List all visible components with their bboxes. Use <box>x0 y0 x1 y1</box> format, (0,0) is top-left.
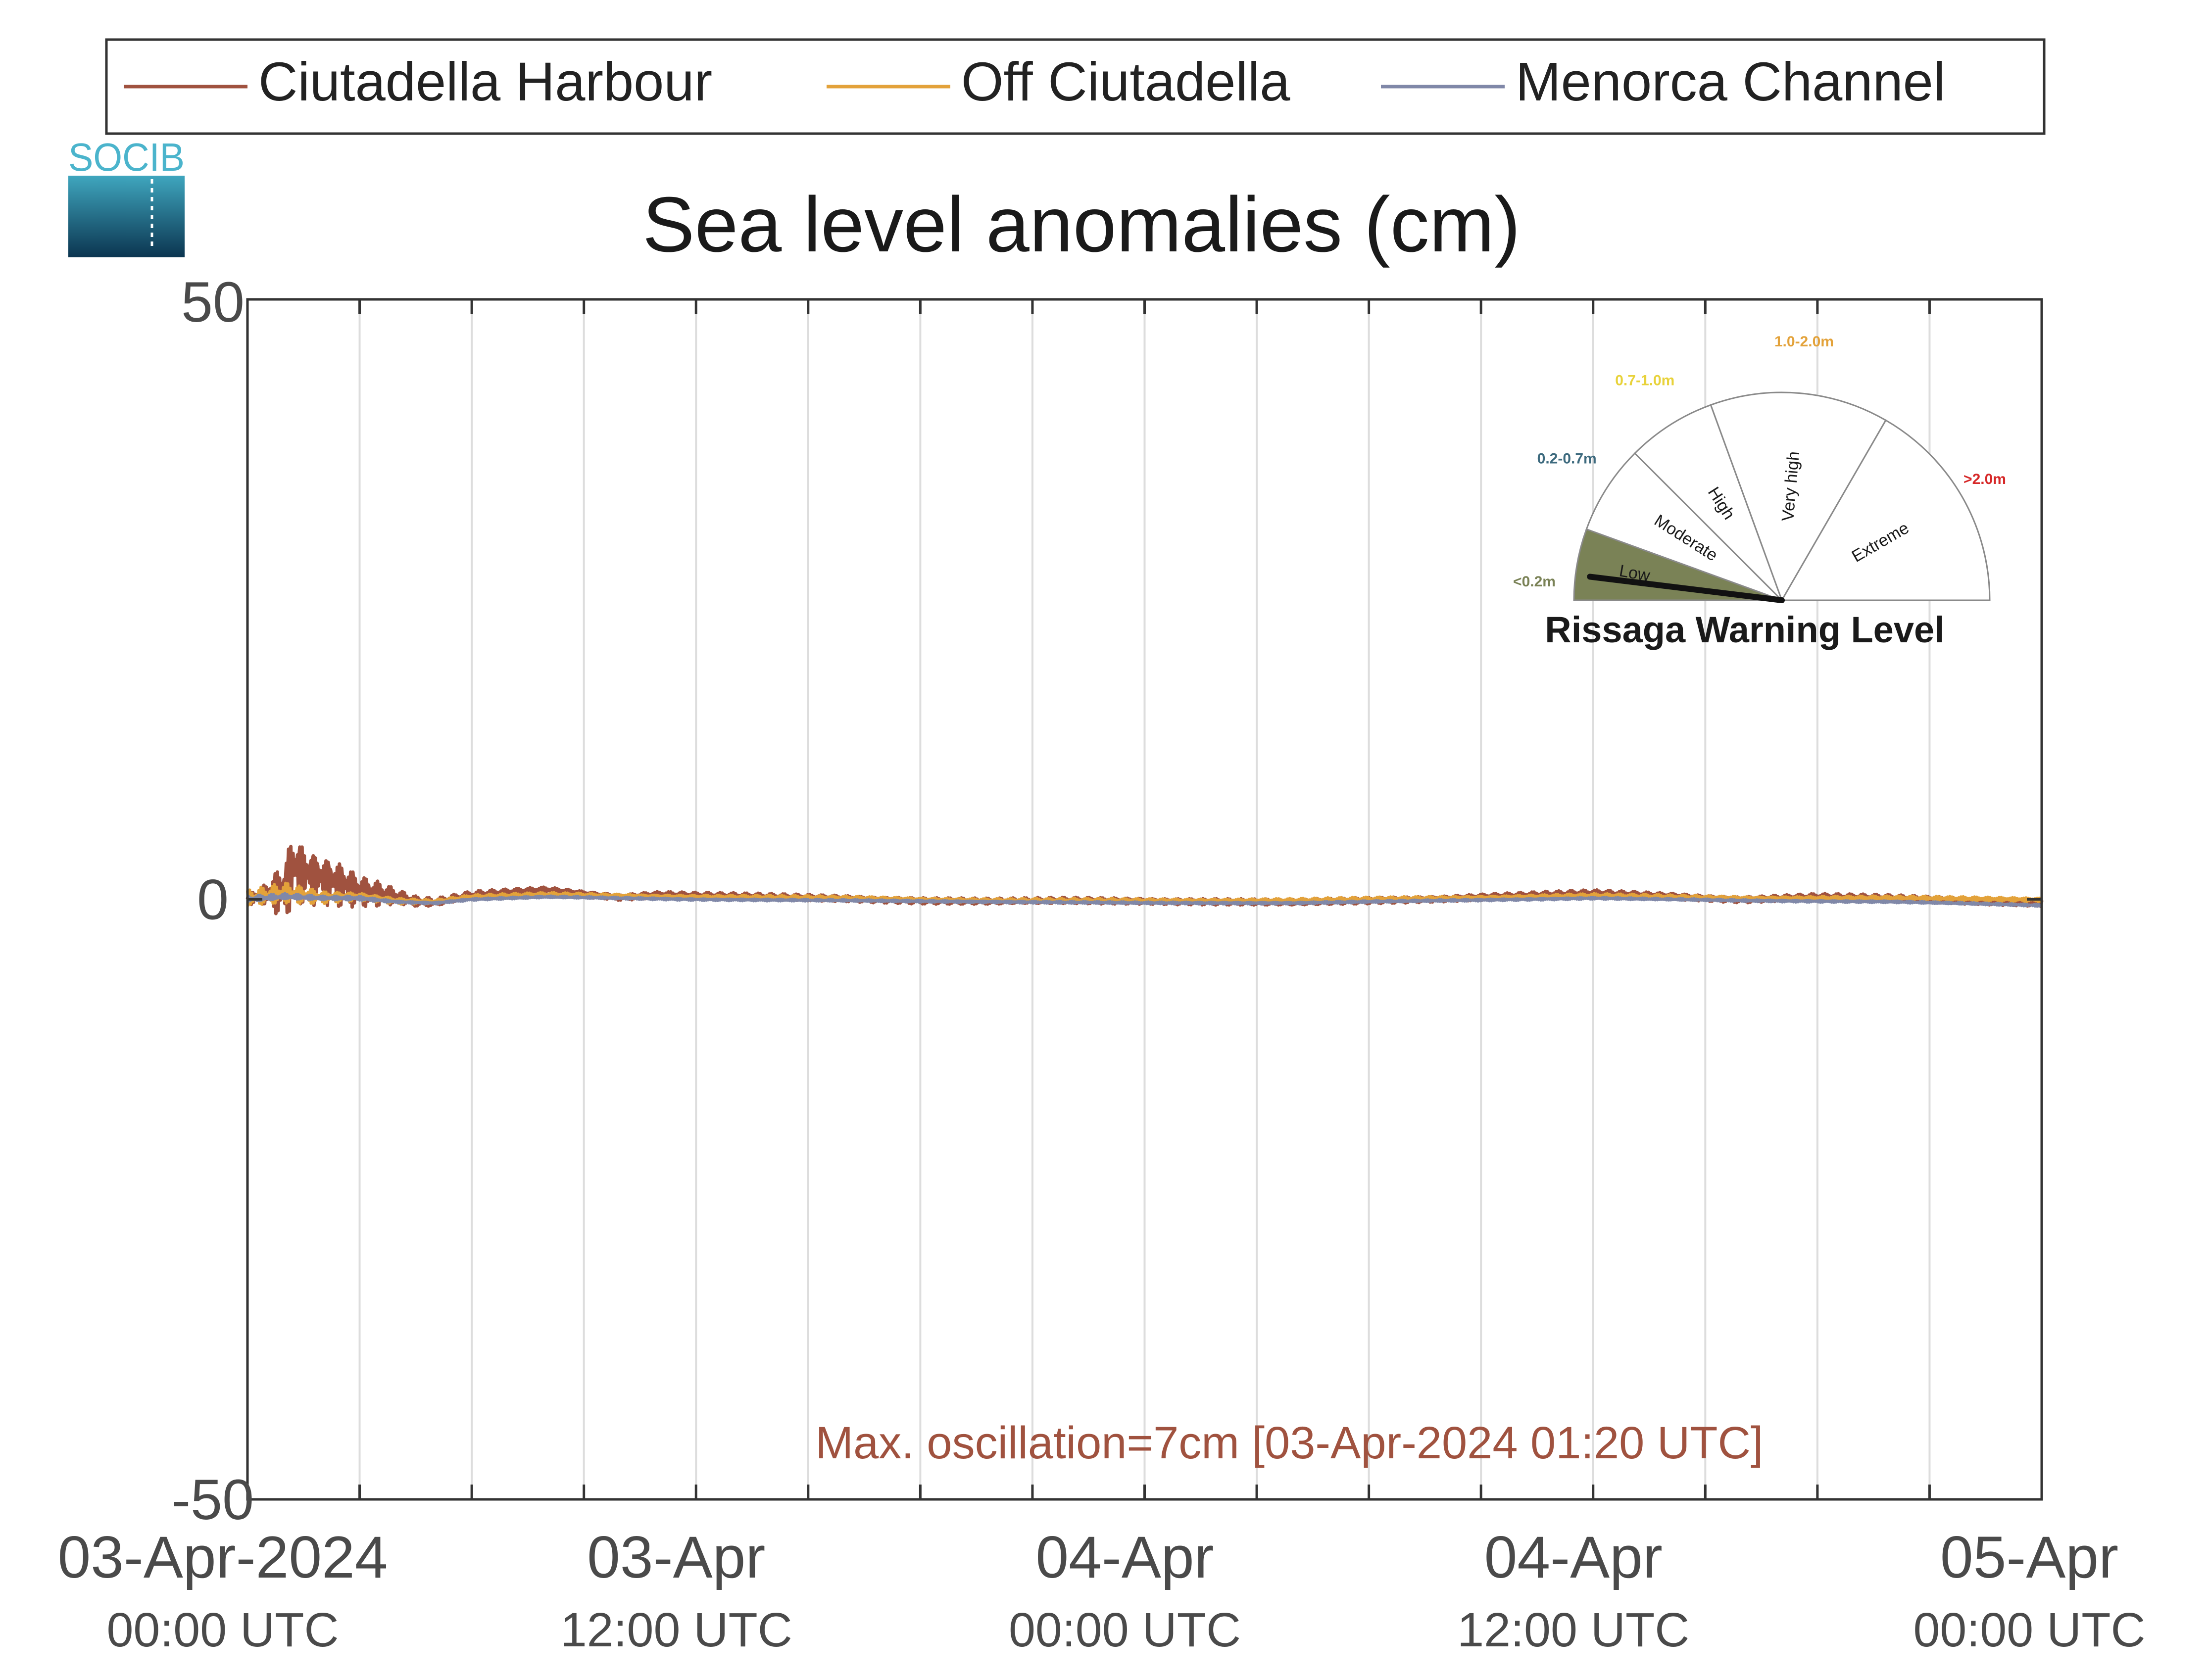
gauge-range-very-high: 1.0-2.0m <box>1774 334 1834 350</box>
gauge-range-extreme: >2.0m <box>1963 471 2006 487</box>
socib-logo-block <box>68 176 185 257</box>
legend-label-off-ciutadella: Off Ciutadella <box>961 51 1290 112</box>
socib-logo: SOCIB <box>68 135 185 257</box>
x-tick-label-2: 04-Apr <box>1035 1524 1214 1590</box>
series-layer <box>245 845 2044 915</box>
x-tick-label-3: 04-Apr <box>1484 1524 1663 1590</box>
y-tick-label-2: -50 <box>172 1468 254 1532</box>
x-tick-labels: 03-Apr-2024 00:00 UTC 03-Apr 12:00 UTC 04-Ap… <box>57 1524 2145 1657</box>
rissaga-gauge: Low<0.2mModerate0.2-0.7mHigh0.7-1.0mVery… <box>1513 334 2006 650</box>
x-tick-sublabel-4: 00:00 UTC <box>1913 1603 2145 1657</box>
legend-label-menorca-channel: Menorca Channel <box>1516 51 1945 112</box>
x-tick-label-1: 03-Apr <box>587 1524 765 1590</box>
x-tick-label-0: 03-Apr-2024 <box>57 1524 388 1590</box>
x-tick-label-4: 05-Apr <box>1940 1524 2118 1590</box>
gauge-segment-high <box>1633 404 1783 601</box>
gauge-title: Rissaga Warning Level <box>1545 609 1944 650</box>
y-tick-label-1: 0 <box>197 868 229 932</box>
y-tick-label-0: 50 <box>181 271 245 334</box>
legend: Ciutadella Harbour Off Ciutadella Menorc… <box>105 38 2046 135</box>
legend-frame <box>105 38 2046 135</box>
x-tick-sublabel-0: 00:00 UTC <box>106 1603 339 1657</box>
socib-logo-text: SOCIB <box>68 135 185 179</box>
gauge-segment-extreme <box>1780 419 1991 601</box>
x-tick-sublabel-1: 12:00 UTC <box>560 1603 792 1657</box>
gauge-range-high: 0.7-1.0m <box>1615 373 1674 389</box>
chart-title: Sea level anomalies (cm) <box>642 181 1521 268</box>
series-line-menorca-channel <box>246 892 2043 908</box>
gauge-range-moderate: 0.2-0.7m <box>1537 450 1597 467</box>
gauge-segment-moderate <box>1585 452 1783 601</box>
x-tick-sublabel-2: 00:00 UTC <box>1009 1603 1241 1657</box>
gauge-segment-very-high <box>1710 391 1887 602</box>
x-tick-sublabel-3: 12:00 UTC <box>1457 1603 1689 1657</box>
legend-label-ciutadella-harbour: Ciutadella Harbour <box>258 51 712 112</box>
gauge-range-low: <0.2m <box>1513 574 1556 590</box>
tick-marks <box>247 298 2042 1501</box>
gauge-needle <box>1587 574 1785 603</box>
y-tick-labels: 50 0 -50 <box>172 271 254 1532</box>
max-oscillation-annotation: Max. oscillation=7cm [03-Apr-2024 01:20 … <box>816 1418 1764 1468</box>
